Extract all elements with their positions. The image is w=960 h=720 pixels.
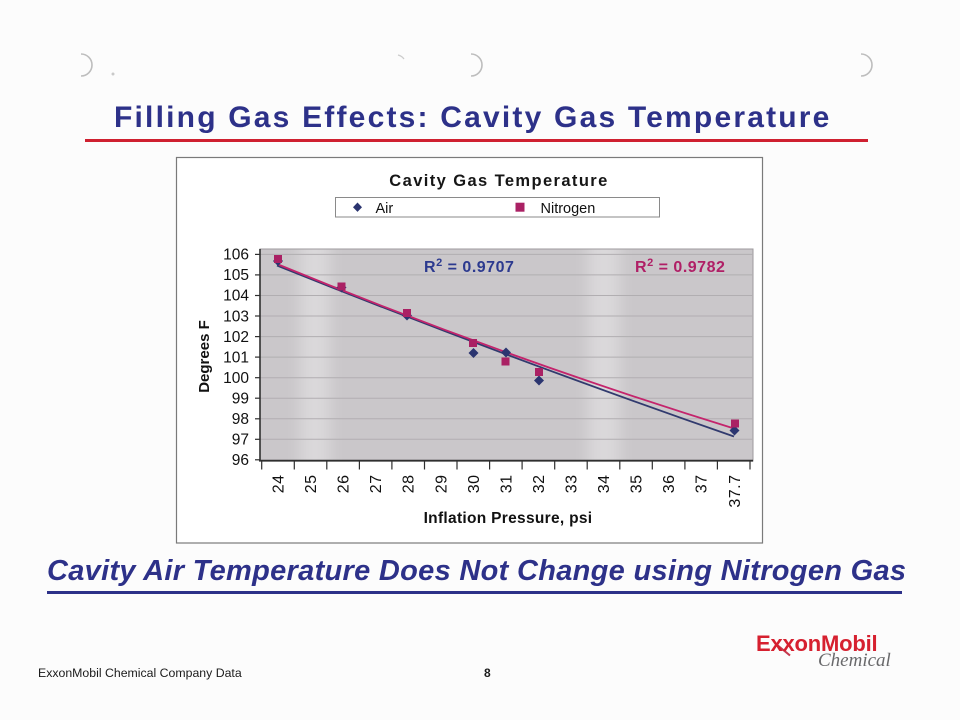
svg-text:Cavity Gas Temperature: Cavity Gas Temperature [389, 172, 608, 190]
svg-text:97: 97 [232, 432, 249, 449]
svg-text:31: 31 [498, 475, 515, 494]
svg-text:36: 36 [661, 475, 678, 494]
svg-text:35: 35 [629, 475, 646, 494]
svg-text:37.7: 37.7 [727, 475, 744, 508]
svg-text:106: 106 [223, 247, 249, 264]
svg-text:R2 = 0.9707: R2 = 0.9707 [424, 257, 514, 276]
svg-text:R2 = 0.9782: R2 = 0.9782 [635, 257, 725, 276]
svg-text:24: 24 [271, 475, 288, 494]
svg-text:33: 33 [564, 475, 581, 494]
svg-text:105: 105 [223, 267, 249, 284]
svg-text:104: 104 [223, 288, 249, 305]
svg-text:30: 30 [466, 475, 483, 494]
svg-text:101: 101 [223, 349, 249, 366]
svg-text:25: 25 [303, 475, 320, 494]
svg-text:96: 96 [232, 452, 249, 469]
svg-text:26: 26 [336, 475, 353, 494]
svg-text:29: 29 [433, 475, 450, 494]
svg-text:32: 32 [531, 475, 548, 494]
svg-text:28: 28 [401, 475, 418, 494]
svg-text:Inflation Pressure, psi: Inflation Pressure, psi [424, 510, 593, 527]
svg-text:27: 27 [368, 475, 385, 494]
svg-text:37: 37 [694, 475, 711, 494]
svg-text:100: 100 [223, 370, 249, 387]
svg-text:Air: Air [376, 201, 394, 217]
svg-text:34: 34 [596, 475, 613, 494]
svg-text:102: 102 [223, 329, 249, 346]
svg-text:Nitrogen: Nitrogen [541, 201, 596, 217]
svg-text:98: 98 [232, 411, 249, 428]
svg-text:99: 99 [232, 390, 249, 407]
svg-text:103: 103 [223, 308, 249, 325]
svg-text:Degrees F: Degrees F [196, 320, 213, 393]
